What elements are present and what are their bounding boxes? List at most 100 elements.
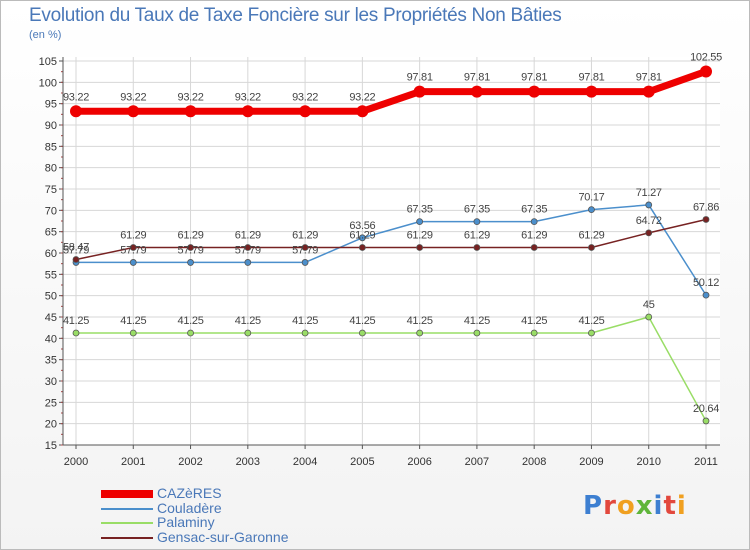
data-point-gensac (129, 244, 137, 251)
series-line-cazeres (76, 68, 708, 115)
y-tick-label: 105 (39, 56, 57, 68)
y-tick-label: 75 (45, 184, 57, 196)
data-label-gensac: 58.47 (63, 242, 89, 254)
data-label-palaminy: 45 (643, 299, 655, 311)
legend-swatch-couladere (101, 508, 153, 510)
y-tick-label: 95 (45, 99, 57, 111)
data-point-couladere (473, 218, 481, 226)
data-point-palaminy (645, 313, 653, 321)
data-label-couladere: 71.27 (636, 187, 662, 199)
y-tick-label: 25 (45, 397, 57, 409)
y-tick-label: 60 (45, 248, 57, 260)
legend-swatch-cazeres (101, 490, 153, 498)
y-tick-label: 55 (45, 269, 57, 281)
data-point-cazeres (356, 105, 369, 118)
y-tick-label: 80 (45, 163, 57, 175)
data-point-cazeres (299, 105, 312, 118)
x-tick-label: 2007 (465, 456, 489, 468)
y-axis-unit: (en %) (29, 29, 62, 41)
data-label-palaminy: 20.64 (693, 403, 719, 415)
logo-letter: o (616, 491, 636, 521)
data-label-cazeres: 102.55 (690, 51, 722, 63)
proxiti-logo: Proxiti (583, 491, 687, 521)
data-point-cazeres (127, 105, 140, 118)
series-line-gensac (75, 218, 707, 261)
logo-letter: i (653, 491, 664, 521)
logo-letter: P (583, 491, 604, 521)
data-label-gensac: 61.29 (407, 229, 433, 241)
data-label-gensac: 64.72 (636, 215, 662, 227)
data-label-cazeres: 93.22 (63, 91, 89, 103)
x-tick-label: 2011 (694, 456, 718, 468)
legend-label-cazeres: CAZèRES (157, 485, 222, 501)
y-tick-label: 100 (39, 77, 57, 89)
x-tick-label: 2009 (579, 456, 603, 468)
data-label-gensac: 61.29 (178, 229, 204, 241)
y-tick-label: 45 (45, 312, 57, 324)
data-point-palaminy (416, 329, 424, 337)
data-point-cazeres (470, 85, 483, 98)
data-label-gensac: 61.29 (578, 229, 604, 241)
data-label-cazeres: 97.81 (464, 72, 490, 84)
legend-label-couladere: Couladère (157, 500, 222, 516)
x-tick-label: 2000 (64, 456, 88, 468)
data-point-cazeres (70, 105, 82, 118)
data-label-palaminy: 41.25 (349, 315, 375, 327)
data-point-couladere (530, 218, 538, 226)
data-point-palaminy (588, 329, 595, 337)
x-tick-label: 2002 (178, 456, 202, 468)
data-point-couladere (187, 259, 194, 266)
y-tick-label: 40 (45, 333, 57, 345)
data-point-cazeres (585, 85, 598, 98)
x-tick-label: 2004 (293, 456, 317, 468)
data-point-cazeres (528, 85, 541, 98)
data-point-palaminy (702, 417, 710, 425)
data-label-cazeres: 93.22 (292, 91, 318, 103)
data-point-gensac (645, 229, 653, 237)
data-label-couladere: 67.35 (464, 204, 490, 216)
data-point-palaminy (72, 329, 80, 337)
legend-swatch-palaminy (101, 522, 153, 524)
data-point-palaminy (187, 329, 194, 337)
data-label-palaminy: 41.25 (464, 315, 490, 327)
series-line-palaminy (76, 316, 707, 422)
data-point-gensac (588, 244, 595, 251)
data-label-gensac: 61.29 (120, 229, 146, 241)
data-point-couladere (416, 218, 424, 226)
data-label-gensac: 61.29 (521, 229, 547, 241)
data-label-palaminy: 41.25 (235, 315, 261, 327)
data-label-palaminy: 41.25 (407, 315, 433, 327)
y-tick-label: 30 (45, 376, 57, 388)
chart-title: Evolution du Taux de Taxe Foncière sur l… (29, 5, 562, 26)
plot-area (63, 57, 720, 445)
data-point-cazeres (642, 85, 655, 98)
x-tick-label: 2008 (522, 456, 546, 468)
x-tick-label: 2006 (407, 456, 431, 468)
series-line-couladere (76, 204, 707, 296)
data-label-palaminy: 41.25 (521, 315, 547, 327)
data-label-cazeres: 93.22 (349, 91, 375, 103)
data-label-gensac: 61.29 (292, 229, 318, 241)
data-label-gensac: 67.86 (693, 201, 719, 213)
data-point-palaminy (244, 329, 252, 337)
data-label-couladere: 57.79 (178, 244, 204, 256)
data-label-couladere: 50.12 (693, 277, 719, 289)
data-point-couladere (301, 259, 309, 266)
data-point-cazeres (241, 105, 254, 118)
data-label-cazeres: 97.81 (578, 72, 604, 84)
data-point-cazeres (700, 65, 712, 78)
data-label-cazeres: 93.22 (235, 91, 261, 103)
y-tick-label: 50 (45, 291, 57, 303)
logo-letter: t (663, 491, 677, 521)
data-point-couladere (588, 206, 595, 214)
data-point-couladere (645, 201, 653, 209)
data-label-cazeres: 97.81 (407, 72, 433, 84)
logo-letter: i (676, 491, 687, 521)
x-tick-label: 2005 (350, 456, 374, 468)
data-point-gensac (72, 256, 80, 263)
data-label-couladere: 57.79 (292, 244, 318, 256)
logo-letter: r (603, 491, 617, 521)
data-point-gensac (416, 244, 424, 251)
data-point-gensac (702, 216, 710, 223)
